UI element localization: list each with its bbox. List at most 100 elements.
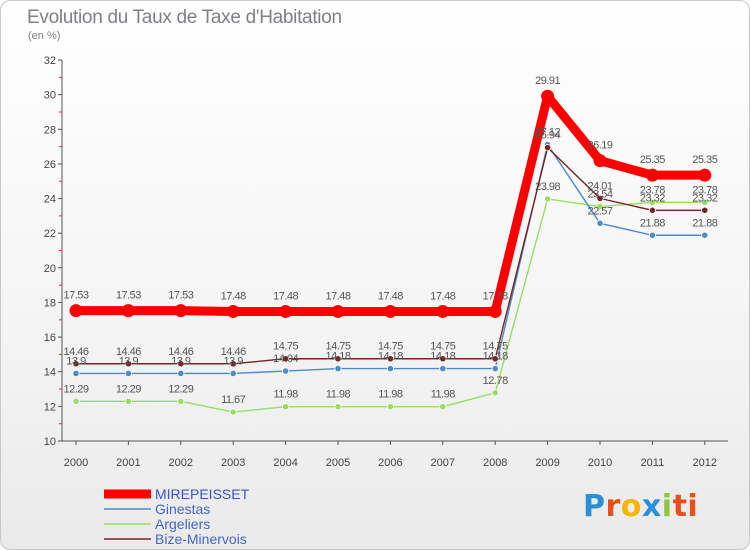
data-label: 25.35 (692, 154, 717, 166)
data-point (596, 194, 604, 202)
data-label: 17.53 (116, 290, 141, 302)
data-point (648, 198, 657, 206)
logo-letter: r (605, 489, 621, 524)
data-point (281, 403, 290, 411)
y-axis-unit: (en %) (28, 30, 61, 42)
data-label: 14.18 (325, 351, 350, 363)
data-point (439, 355, 447, 363)
data-point (124, 369, 133, 378)
data-label: 14.04 (273, 353, 298, 365)
data-point (698, 168, 712, 182)
data-point (648, 206, 657, 214)
data-label: 23.32 (692, 192, 717, 204)
data-label: 23.98 (535, 181, 560, 193)
data-point (72, 369, 80, 378)
data-label: 17.48 (325, 290, 350, 302)
axes: 10 12 14 16 18 20 22 24 26 28 30 32 2000 2001 2002 2003… (44, 55, 728, 469)
data-point (279, 304, 293, 318)
data-label: 17.48 (273, 290, 298, 302)
data-label: 14.75 (325, 341, 350, 353)
data-label: 23.78 (640, 184, 665, 196)
data-point (334, 355, 342, 363)
data-label: 12.29 (116, 383, 141, 395)
x-tick-label: 2004 (273, 457, 297, 469)
data-point (281, 367, 290, 375)
data-label: 26.19 (587, 140, 612, 152)
data-label: 14.75 (430, 341, 455, 353)
data-label: 14.75 (483, 341, 508, 353)
data-label: 14.18 (483, 351, 508, 363)
data-label: 12.29 (168, 383, 193, 395)
y-tick-label: 30 (44, 90, 56, 102)
data-point (226, 304, 240, 318)
data-label: 21.88 (692, 217, 717, 229)
data-label: 17.53 (63, 290, 88, 302)
data-point (177, 397, 185, 405)
y-tick-label: 20 (44, 263, 56, 275)
logo-letter: o (620, 489, 642, 524)
data-point (543, 144, 552, 152)
legend-label: Bize-Minervois (155, 531, 247, 547)
data-point (439, 365, 447, 373)
data-label: 14.46 (168, 346, 193, 358)
x-tick-label: 2006 (378, 457, 402, 469)
data-point (541, 89, 555, 103)
data-point (229, 369, 237, 378)
data-label: 11.98 (273, 389, 298, 401)
data-point (124, 397, 133, 405)
data-label: 11.98 (431, 389, 456, 401)
data-label: 14.46 (221, 346, 246, 358)
y-tick-label: 28 (44, 124, 56, 136)
data-label: 22.57 (587, 205, 612, 217)
x-tick-label: 2000 (64, 457, 88, 469)
data-label: 17.48 (378, 290, 403, 302)
logo-letter: x (641, 489, 662, 524)
data-point (334, 365, 342, 373)
logo-letter: P (583, 489, 606, 524)
x-tick-label: 2001 (116, 457, 140, 469)
legend-label: MIREPEISSET (155, 486, 250, 502)
x-tick-label: 2002 (169, 457, 193, 469)
data-point (436, 304, 450, 318)
x-tick-label: 2010 (588, 457, 612, 469)
data-point (229, 360, 237, 368)
data-point (491, 355, 499, 363)
data-point (488, 304, 502, 318)
y-tick-label: 22 (44, 228, 56, 240)
chart-title: Evolution du Taux de Taxe d'Habitation (27, 7, 342, 28)
data-point (491, 389, 499, 397)
data-point (72, 397, 80, 405)
data-label: 17.48 (221, 290, 246, 302)
data-label: 13.9 (119, 355, 139, 367)
data-point (177, 360, 185, 368)
data-point (229, 408, 237, 416)
data-point (174, 304, 188, 318)
x-tick-label: 2005 (326, 457, 350, 469)
series-points (69, 89, 712, 416)
legend-label: Argeliers (155, 516, 210, 532)
logo-letter: ti (672, 489, 699, 524)
logo-letter: i (661, 489, 673, 524)
y-tick-label: 26 (44, 159, 56, 171)
data-label: 14.46 (116, 346, 141, 358)
data-point (648, 231, 657, 239)
data-label: 12.29 (63, 383, 88, 395)
data-point (701, 198, 709, 206)
series-line-mirepeisset (71, 91, 710, 316)
data-label: 29.91 (535, 75, 560, 87)
x-tick-label: 2007 (431, 457, 455, 469)
data-label: 14.75 (273, 341, 298, 353)
data-point (645, 168, 659, 182)
series-line-ginestas (75, 143, 706, 375)
data-label: 11.98 (378, 389, 403, 401)
data-label: 23.78 (692, 184, 717, 196)
data-label: 17.48 (430, 290, 455, 302)
data-point (334, 403, 342, 411)
data-label: 25.35 (640, 154, 665, 166)
data-label: 13.9 (223, 355, 243, 367)
data-label: 14.18 (378, 351, 403, 363)
data-point (383, 304, 397, 318)
data-label: 17.48 (483, 290, 508, 302)
y-tick-label: 14 (44, 367, 56, 379)
data-label: 14.75 (378, 341, 403, 353)
